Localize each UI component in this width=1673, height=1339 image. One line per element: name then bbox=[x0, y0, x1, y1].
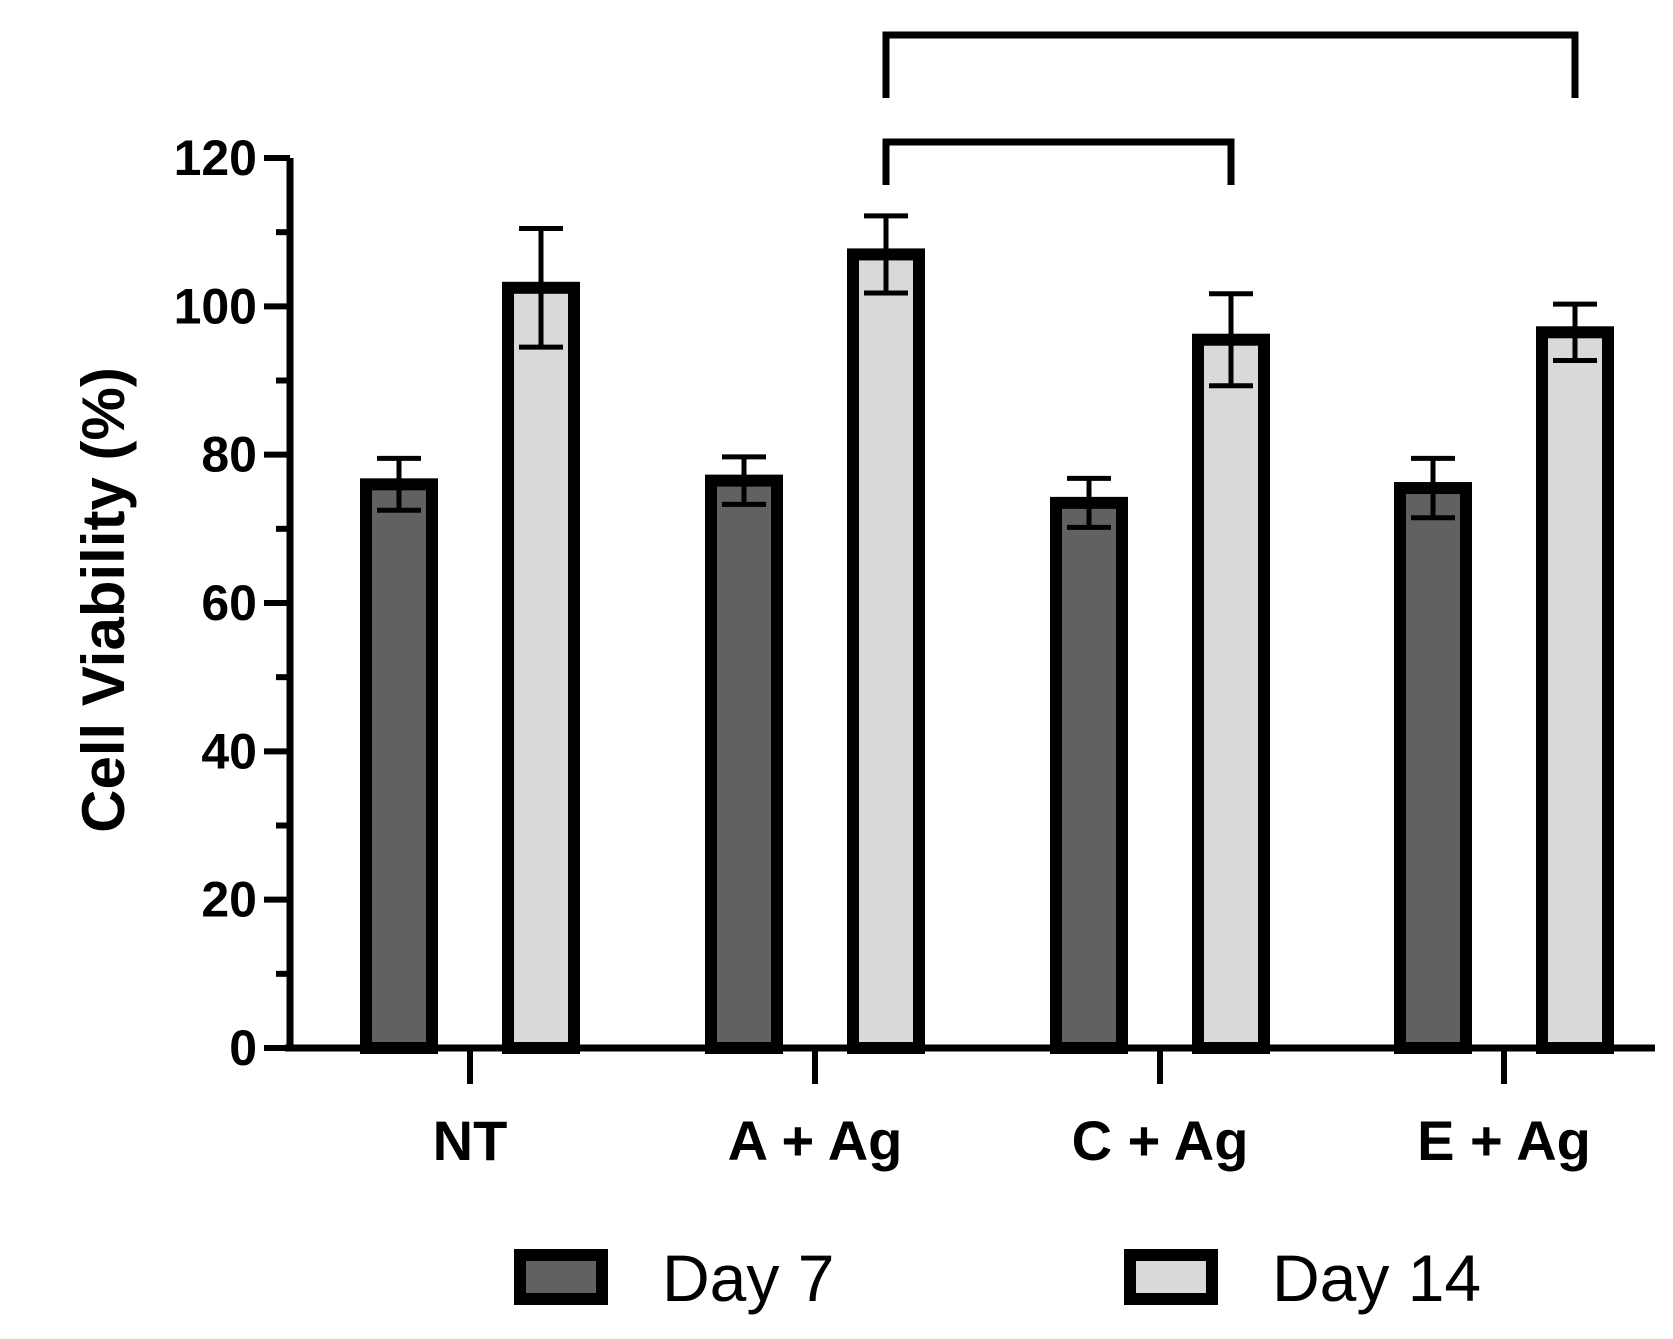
bar-day-7-nt bbox=[360, 478, 438, 1055]
error-bars-layer bbox=[377, 213, 1597, 530]
legend-label-day-7: Day 7 bbox=[662, 1241, 834, 1315]
bars-layer bbox=[360, 248, 1614, 1055]
axes-layer: 0 20 40 60 80 100 120 NT A + Ag C + Ag E + Ag bbox=[174, 130, 1655, 1172]
y-tick-label: 100 bbox=[174, 278, 257, 334]
y-tick-label: 80 bbox=[201, 427, 257, 483]
significance-bracket-a-ag-vs-c-ag bbox=[882, 138, 1235, 185]
x-tick-label-nt: NT bbox=[433, 1109, 508, 1172]
bar-day-14-a-ag bbox=[847, 248, 925, 1054]
y-tick-label: 0 bbox=[229, 1020, 257, 1076]
bar-day-7-e-ag bbox=[1394, 482, 1472, 1054]
y-tick-label: 20 bbox=[201, 872, 257, 928]
legend: Day 7 Day 14 bbox=[514, 1241, 1481, 1315]
bar-day-7-a-ag bbox=[705, 474, 783, 1054]
bar-day-14-e-ag bbox=[1536, 326, 1614, 1054]
y-tick-label: 60 bbox=[201, 575, 257, 631]
legend-swatch-day-14 bbox=[1124, 1249, 1218, 1305]
y-tick-label: 120 bbox=[174, 130, 257, 186]
bar-day-14-c-ag bbox=[1192, 333, 1270, 1055]
x-tick-label-c-ag: C + Ag bbox=[1072, 1109, 1249, 1172]
significance-brackets-layer bbox=[882, 31, 1579, 185]
legend-label-day-14: Day 14 bbox=[1272, 1241, 1481, 1315]
x-tick-label-a-ag: A + Ag bbox=[728, 1109, 903, 1172]
y-axis-title-group: Cell Viability (%) bbox=[70, 367, 137, 833]
bar-day-7-c-ag bbox=[1050, 496, 1128, 1054]
x-tick-label-e-ag: E + Ag bbox=[1417, 1109, 1591, 1172]
y-tick-label: 40 bbox=[201, 723, 257, 779]
y-axis-title: Cell Viability (%) bbox=[70, 367, 137, 833]
legend-swatch-day-7 bbox=[514, 1249, 608, 1305]
significance-bracket-a-ag-vs-e-ag bbox=[882, 31, 1579, 98]
bar-day-14-nt bbox=[502, 281, 580, 1054]
